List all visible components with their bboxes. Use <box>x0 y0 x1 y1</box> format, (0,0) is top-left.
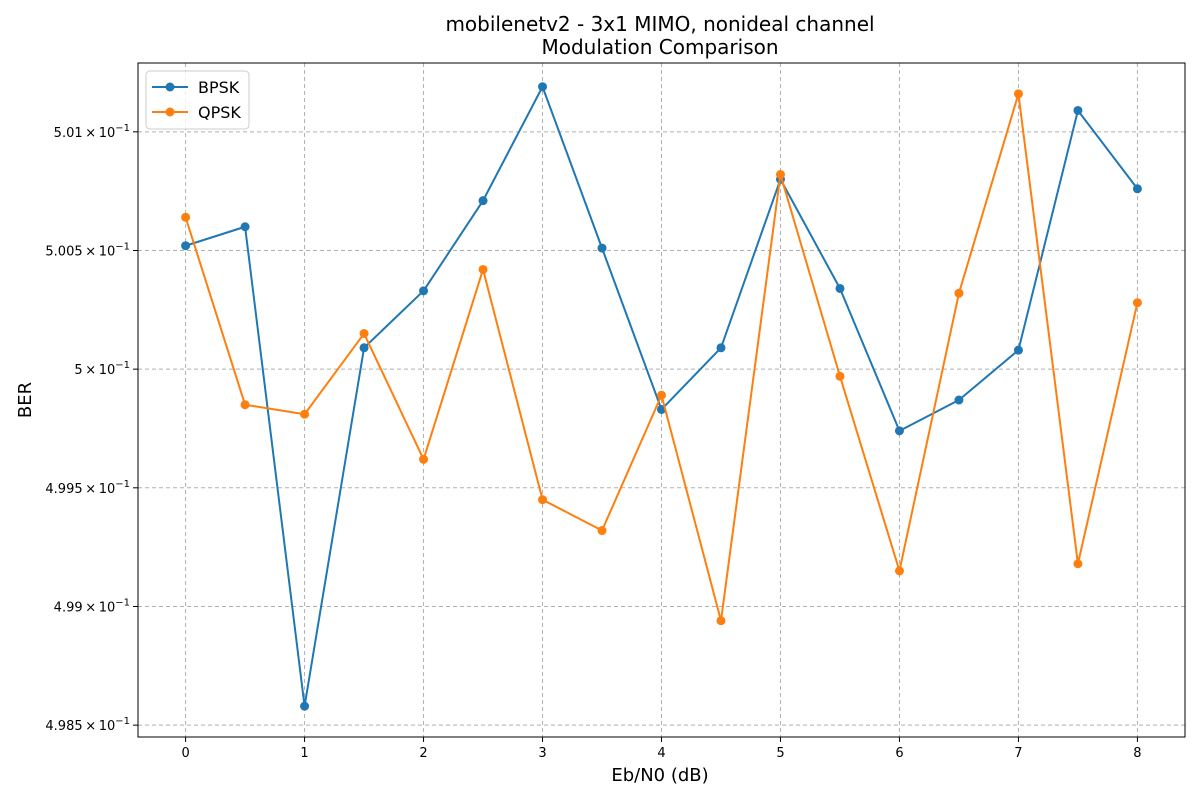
data-point-qpsk <box>954 288 964 298</box>
data-point-bpsk <box>1132 184 1142 194</box>
x-tick-label: 6 <box>895 746 903 761</box>
data-point-bpsk <box>181 241 191 251</box>
legend-label-bpsk: BPSK <box>198 78 240 97</box>
x-tick-label: 0 <box>181 746 189 761</box>
data-point-bpsk <box>478 196 488 206</box>
data-point-qpsk <box>835 371 845 381</box>
chart-title: mobilenetv2 - 3x1 MIMO, nonideal channel <box>445 12 874 36</box>
data-point-qpsk <box>1013 89 1023 99</box>
data-point-qpsk <box>657 390 666 400</box>
y-tick-label: 4.995 × 10−1 <box>45 479 130 497</box>
data-point-bpsk <box>835 283 845 293</box>
grid <box>138 63 1185 737</box>
y-axis: 4.985 × 10−1 4.99 × 10−1 4.995 × 10−1 5 × 1… <box>45 123 138 734</box>
data-point-qpsk <box>1073 559 1083 569</box>
y-tick-label: 5 × 10−1 <box>74 360 130 378</box>
x-tick-label: 7 <box>1014 746 1022 761</box>
legend-label-qpsk: QPSK <box>198 103 241 122</box>
x-tick-label: 8 <box>1133 746 1141 761</box>
data-point-bpsk <box>716 343 726 353</box>
legend-marker-bpsk <box>165 82 175 92</box>
data-point-qpsk <box>419 454 429 464</box>
y-tick-label: 5.01 × 10−1 <box>54 123 130 141</box>
x-tick-label: 5 <box>776 746 784 761</box>
data-point-qpsk <box>775 170 785 180</box>
x-axis: 0 1 2 3 4 5 6 7 8 <box>181 737 1142 761</box>
data-point-qpsk <box>1132 298 1142 308</box>
data-point-bpsk <box>1013 345 1023 355</box>
x-tick-label: 4 <box>657 746 665 761</box>
legend: BPSK QPSK <box>145 70 250 130</box>
data-point-qpsk <box>538 495 548 505</box>
data-point-bpsk <box>538 82 548 92</box>
y-tick-label: 4.99 × 10−1 <box>54 597 130 615</box>
x-axis-label: Eb/N0 (dB) <box>611 765 708 786</box>
x-tick-label: 3 <box>538 746 546 761</box>
data-point-qpsk <box>181 212 191 222</box>
legend-marker-qpsk <box>165 107 175 117</box>
data-point-bpsk <box>419 286 429 296</box>
y-tick-label: 4.985 × 10−1 <box>45 716 130 734</box>
data-point-bpsk <box>359 343 369 353</box>
data-point-bpsk <box>240 222 250 232</box>
y-tick-label: 5.005 × 10−1 <box>45 241 130 259</box>
data-point-bpsk <box>300 701 310 711</box>
data-point-qpsk <box>597 526 607 536</box>
data-point-bpsk <box>597 243 607 253</box>
data-point-bpsk <box>1073 105 1083 115</box>
y-axis-label: BER <box>15 382 36 418</box>
data-point-bpsk <box>894 426 904 436</box>
data-point-qpsk <box>240 400 250 410</box>
data-point-qpsk <box>478 264 488 274</box>
chart-subtitle: Modulation Comparison <box>541 35 778 59</box>
data-point-bpsk <box>954 395 964 405</box>
data-point-qpsk <box>300 409 310 419</box>
series-layer <box>181 82 1142 711</box>
data-point-qpsk <box>716 616 726 626</box>
data-point-qpsk <box>894 566 904 576</box>
x-tick-label: 2 <box>419 746 427 761</box>
x-tick-label: 1 <box>300 746 308 761</box>
data-point-qpsk <box>359 329 369 339</box>
